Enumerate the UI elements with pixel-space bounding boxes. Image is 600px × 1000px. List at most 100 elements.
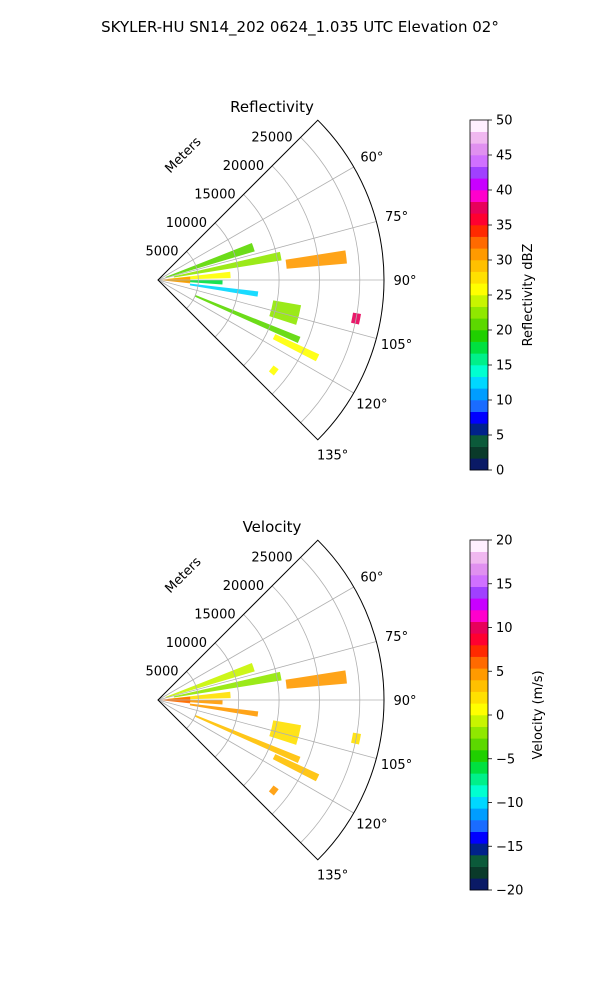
azimuth-tick-label: 120° xyxy=(356,397,387,412)
sector-frame xyxy=(157,539,385,861)
colorbar-tick-label: 5 xyxy=(496,665,504,680)
colorbar-swatch xyxy=(470,271,488,284)
colorbar-swatch xyxy=(470,621,488,634)
colorbar-tick-label: 50 xyxy=(496,114,513,129)
velocity-azimuth-ticks: 60° 75° 90° 105° 120° 135° xyxy=(317,571,417,884)
colorbar-swatch xyxy=(470,820,488,832)
colorbar-swatch xyxy=(470,295,488,307)
range-tick-label: 25000 xyxy=(251,550,292,565)
velocity-range-label: Meters xyxy=(163,554,205,596)
azimuth-spoke xyxy=(157,586,354,701)
colorbar-swatch xyxy=(470,400,488,412)
colorbar-swatch xyxy=(470,645,488,657)
echo-region xyxy=(272,754,320,782)
reflectivity-range-ticks: 5000 10000 15000 20000 25000 xyxy=(145,130,292,259)
range-tick-label: 20000 xyxy=(223,579,264,594)
colorbar-tick-label: 0 xyxy=(496,464,504,479)
colorbar-tick-label: 10 xyxy=(496,621,513,636)
colorbar-swatch xyxy=(470,656,488,669)
reflectivity-colorbar-label: Reflectivity dBZ xyxy=(521,244,536,347)
colorbar-tick-label: 10 xyxy=(496,394,513,409)
colorbar-swatch xyxy=(470,318,488,331)
velocity-colorbar: −20 −15 −10 −5 0 5 10 15 20 xyxy=(469,534,523,899)
colorbar-swatch xyxy=(470,878,488,891)
colorbar-swatch xyxy=(470,225,488,237)
azimuth-tick-label: 90° xyxy=(393,694,416,709)
azimuth-tick-label: 120° xyxy=(356,817,387,832)
colorbar-swatch xyxy=(470,446,488,459)
colorbar-swatch xyxy=(470,155,488,167)
colorbar-swatch xyxy=(470,341,488,354)
azimuth-spoke xyxy=(157,699,377,759)
colorbar-swatch xyxy=(470,633,488,646)
colorbar-tick-label: 15 xyxy=(496,577,513,592)
range-tick-label: 5000 xyxy=(145,244,178,259)
colorbar-swatch xyxy=(470,365,488,377)
colorbar-tick-label: −20 xyxy=(496,884,523,899)
colorbar-tick-label: 5 xyxy=(496,429,504,444)
colorbar-swatch xyxy=(470,773,488,786)
azimuth-tick-label: 75° xyxy=(385,630,408,645)
range-tick-label: 10000 xyxy=(166,216,207,231)
azimuth-spoke xyxy=(157,641,377,701)
velocity-title: Velocity xyxy=(243,518,302,536)
azimuth-spoke xyxy=(157,699,354,814)
echo-region xyxy=(285,250,347,269)
colorbar-swatch xyxy=(470,213,488,226)
azimuth-spoke xyxy=(157,166,354,281)
colorbar-swatch xyxy=(470,866,488,879)
echo-region xyxy=(165,243,255,278)
colorbar-swatch xyxy=(470,248,488,261)
azimuth-tick-label: 135° xyxy=(317,449,348,464)
echo-region xyxy=(194,714,301,763)
colorbar-tick-label: 0 xyxy=(496,709,504,724)
colorbar-swatch xyxy=(470,668,488,681)
colorbar-tick-label: 25 xyxy=(496,289,513,304)
velocity-colorbar-label: Velocity (m/s) xyxy=(531,670,546,759)
colorbar-swatch xyxy=(470,563,488,576)
colorbar-swatch xyxy=(470,796,488,809)
echo-region xyxy=(269,720,302,745)
echo-region xyxy=(268,365,279,376)
colorbar-swatch xyxy=(470,540,488,552)
colorbar-swatch xyxy=(470,306,488,319)
colorbar-tick-label: 45 xyxy=(496,149,513,164)
colorbar-swatch xyxy=(470,831,488,844)
azimuth-tick-label: 105° xyxy=(381,758,412,773)
colorbar-swatch xyxy=(470,423,488,436)
reflectivity-colorbar: 0 5 10 15 20 25 30 35 40 45 50 xyxy=(469,114,513,479)
colorbar-swatch xyxy=(470,598,488,611)
colorbar-swatch xyxy=(470,236,488,249)
colorbar-swatch xyxy=(470,283,488,296)
colorbar-swatch xyxy=(470,330,488,342)
range-tick-label: 15000 xyxy=(194,187,235,202)
figure-title: SKYLER-HU SN14_202 0624_1.035 UTC Elevat… xyxy=(101,18,499,37)
azimuth-tick-label: 135° xyxy=(317,869,348,884)
azimuth-spoke xyxy=(157,279,377,339)
range-tick-label: 25000 xyxy=(251,130,292,145)
colorbar-swatch xyxy=(470,120,488,132)
colorbar-swatch xyxy=(470,750,488,762)
echo-region xyxy=(189,703,259,717)
colorbar-swatch xyxy=(470,166,488,179)
colorbar-swatch xyxy=(470,610,488,622)
colorbar-tick-label: 20 xyxy=(496,534,513,549)
azimuth-spoke xyxy=(157,279,354,394)
colorbar-tick-label: 40 xyxy=(496,184,513,199)
range-tick-label: 15000 xyxy=(194,607,235,622)
colorbar-swatch xyxy=(470,435,488,447)
echo-region xyxy=(189,283,259,297)
colorbar-swatch xyxy=(470,143,488,156)
velocity-panel: Velocity 5000 10000 15000 20000 25000 60° 75°… xyxy=(145,518,546,899)
colorbar-swatch xyxy=(470,376,488,389)
colorbar-swatch xyxy=(470,260,488,272)
velocity-echoes xyxy=(162,663,361,796)
azimuth-tick-label: 90° xyxy=(393,274,416,289)
colorbar-tick-label: 15 xyxy=(496,359,513,374)
range-tick-label: 10000 xyxy=(166,636,207,651)
echo-region xyxy=(165,663,255,698)
echo-region xyxy=(173,671,282,698)
colorbar-tick-label: −15 xyxy=(496,840,523,855)
colorbar-swatch xyxy=(470,201,488,214)
